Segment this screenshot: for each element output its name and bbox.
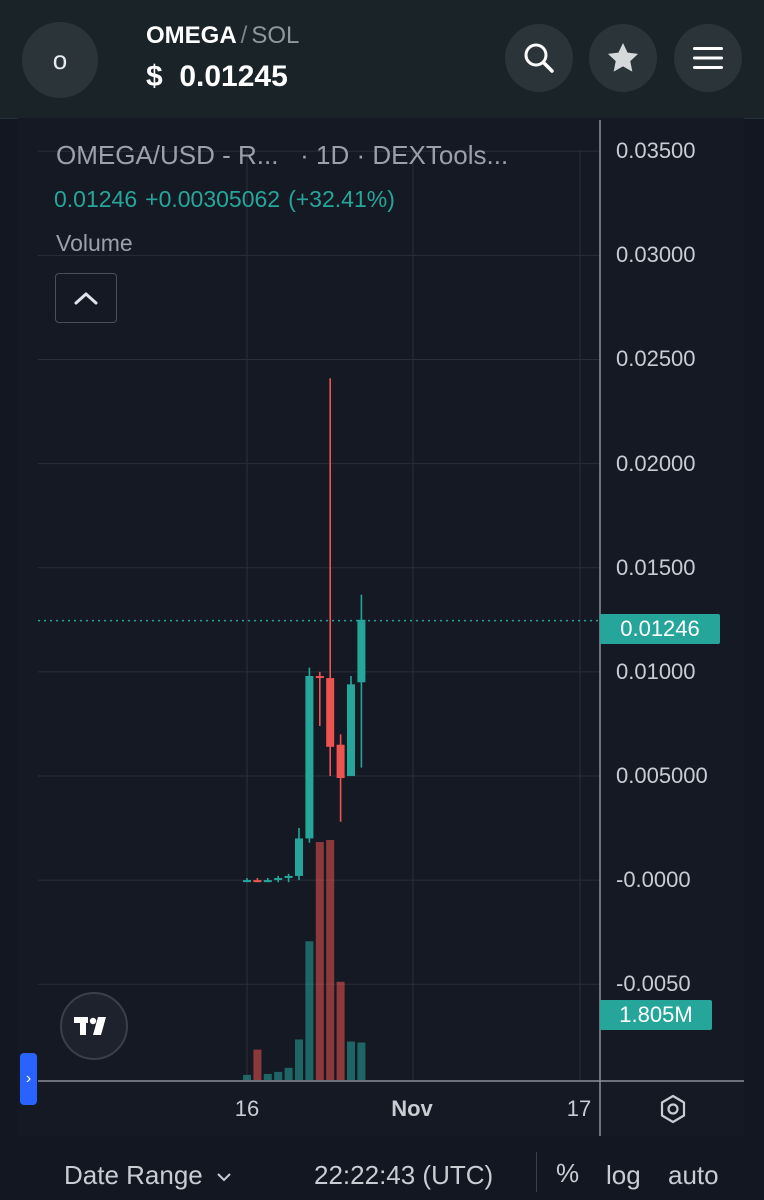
price-axis-label: 0.005000 — [616, 762, 708, 788]
volume-bar — [243, 1074, 251, 1080]
legend-volume-label: Volume — [56, 230, 133, 256]
volume-bar — [253, 1049, 262, 1080]
toolbar-divider — [536, 1152, 537, 1192]
date-range-label: Date Range — [64, 1160, 203, 1190]
drawing-toolbar-handle[interactable]: › — [20, 1053, 37, 1105]
candle-body — [295, 838, 303, 876]
volume-value-tag: 1.805M — [600, 1000, 712, 1030]
pair-separator: / — [240, 22, 248, 49]
top-bar: o OMEGA / SOL $ 0.01245 — [0, 0, 764, 119]
candle-body — [305, 676, 314, 839]
menu-button[interactable] — [674, 24, 742, 92]
utc-clock[interactable]: 22:22:43 (UTC) — [314, 1160, 494, 1190]
date-range-button[interactable]: Date Range — [64, 1160, 232, 1191]
price-axis-label: 0.01500 — [616, 554, 696, 580]
menu-icon — [693, 47, 723, 69]
token-price: $ 0.01245 — [146, 60, 288, 93]
candle-body — [253, 880, 262, 883]
current-price-tag: 0.01246 — [600, 614, 720, 644]
legend-collapse-button[interactable] — [55, 273, 117, 323]
volume-bar — [305, 941, 314, 1080]
candle-body — [284, 875, 293, 879]
chart-legend-values: 0.01246 +0.00305062 (+32.41%) — [54, 186, 403, 213]
volume-bar — [295, 1039, 303, 1080]
token-logo[interactable]: o — [22, 22, 98, 98]
pair-quote: SOL — [251, 22, 300, 49]
legend-change-percent: (+32.41%) — [288, 186, 395, 212]
volume-bar — [263, 1073, 272, 1080]
favorite-button[interactable] — [589, 24, 657, 92]
candle-body — [243, 880, 251, 883]
time-axis-label: 17 — [566, 1096, 592, 1121]
volume-bar — [347, 1041, 355, 1080]
volume-bar — [315, 842, 324, 1080]
price-axis-label: 0.01000 — [616, 658, 696, 684]
chart-settings-button[interactable] — [656, 1092, 690, 1126]
time-axis-label: Nov — [391, 1096, 433, 1121]
auto-scale-button[interactable]: auto — [668, 1160, 719, 1190]
chevron-up-icon — [74, 292, 98, 305]
price-axis-label: -0.0000 — [616, 867, 691, 893]
pair-base: OMEGA — [146, 22, 237, 49]
legend-last-price: 0.01246 — [54, 186, 138, 212]
star-icon — [607, 42, 639, 72]
price-axis-label: 0.02500 — [616, 346, 696, 372]
candle-body — [336, 744, 345, 779]
pair-name: OMEGA / SOL — [146, 22, 299, 50]
price-axis-label: 0.02000 — [616, 450, 696, 476]
volume-bar — [336, 981, 345, 1080]
search-button[interactable] — [505, 24, 573, 92]
time-axis-label: 16 — [234, 1096, 260, 1121]
price-axis-label: -0.0050 — [616, 971, 691, 997]
price-axis-label: 0.03000 — [616, 242, 696, 268]
candle-body — [326, 678, 335, 747]
token-logo-letter: o — [52, 44, 68, 75]
chevron-right-icon: › — [25, 1070, 32, 1087]
chevron-down-icon — [217, 1173, 231, 1182]
volume-bar — [357, 1042, 366, 1080]
volume-bar — [326, 840, 335, 1080]
search-icon — [524, 43, 554, 73]
candle-body — [315, 676, 324, 679]
legend-change: +0.00305062 — [145, 186, 281, 212]
tradingview-logo[interactable] — [60, 992, 128, 1060]
chart-legend-title: OMEGA/USD - R... · 1D · DEXTools... — [56, 140, 509, 170]
candle-body — [263, 880, 272, 883]
tradingview-icon — [74, 1017, 106, 1035]
candle-body — [274, 878, 283, 881]
volume-bar — [284, 1067, 293, 1080]
percent-scale-button[interactable]: % — [556, 1158, 580, 1188]
bottom-toolbar — [0, 1140, 764, 1200]
candle-body — [347, 684, 355, 776]
log-scale-button[interactable]: log — [606, 1160, 641, 1190]
candle-body — [357, 619, 366, 683]
price-axis-label: 0.03500 — [616, 138, 696, 164]
volume-bar — [274, 1071, 283, 1080]
settings-icon — [660, 1094, 686, 1124]
